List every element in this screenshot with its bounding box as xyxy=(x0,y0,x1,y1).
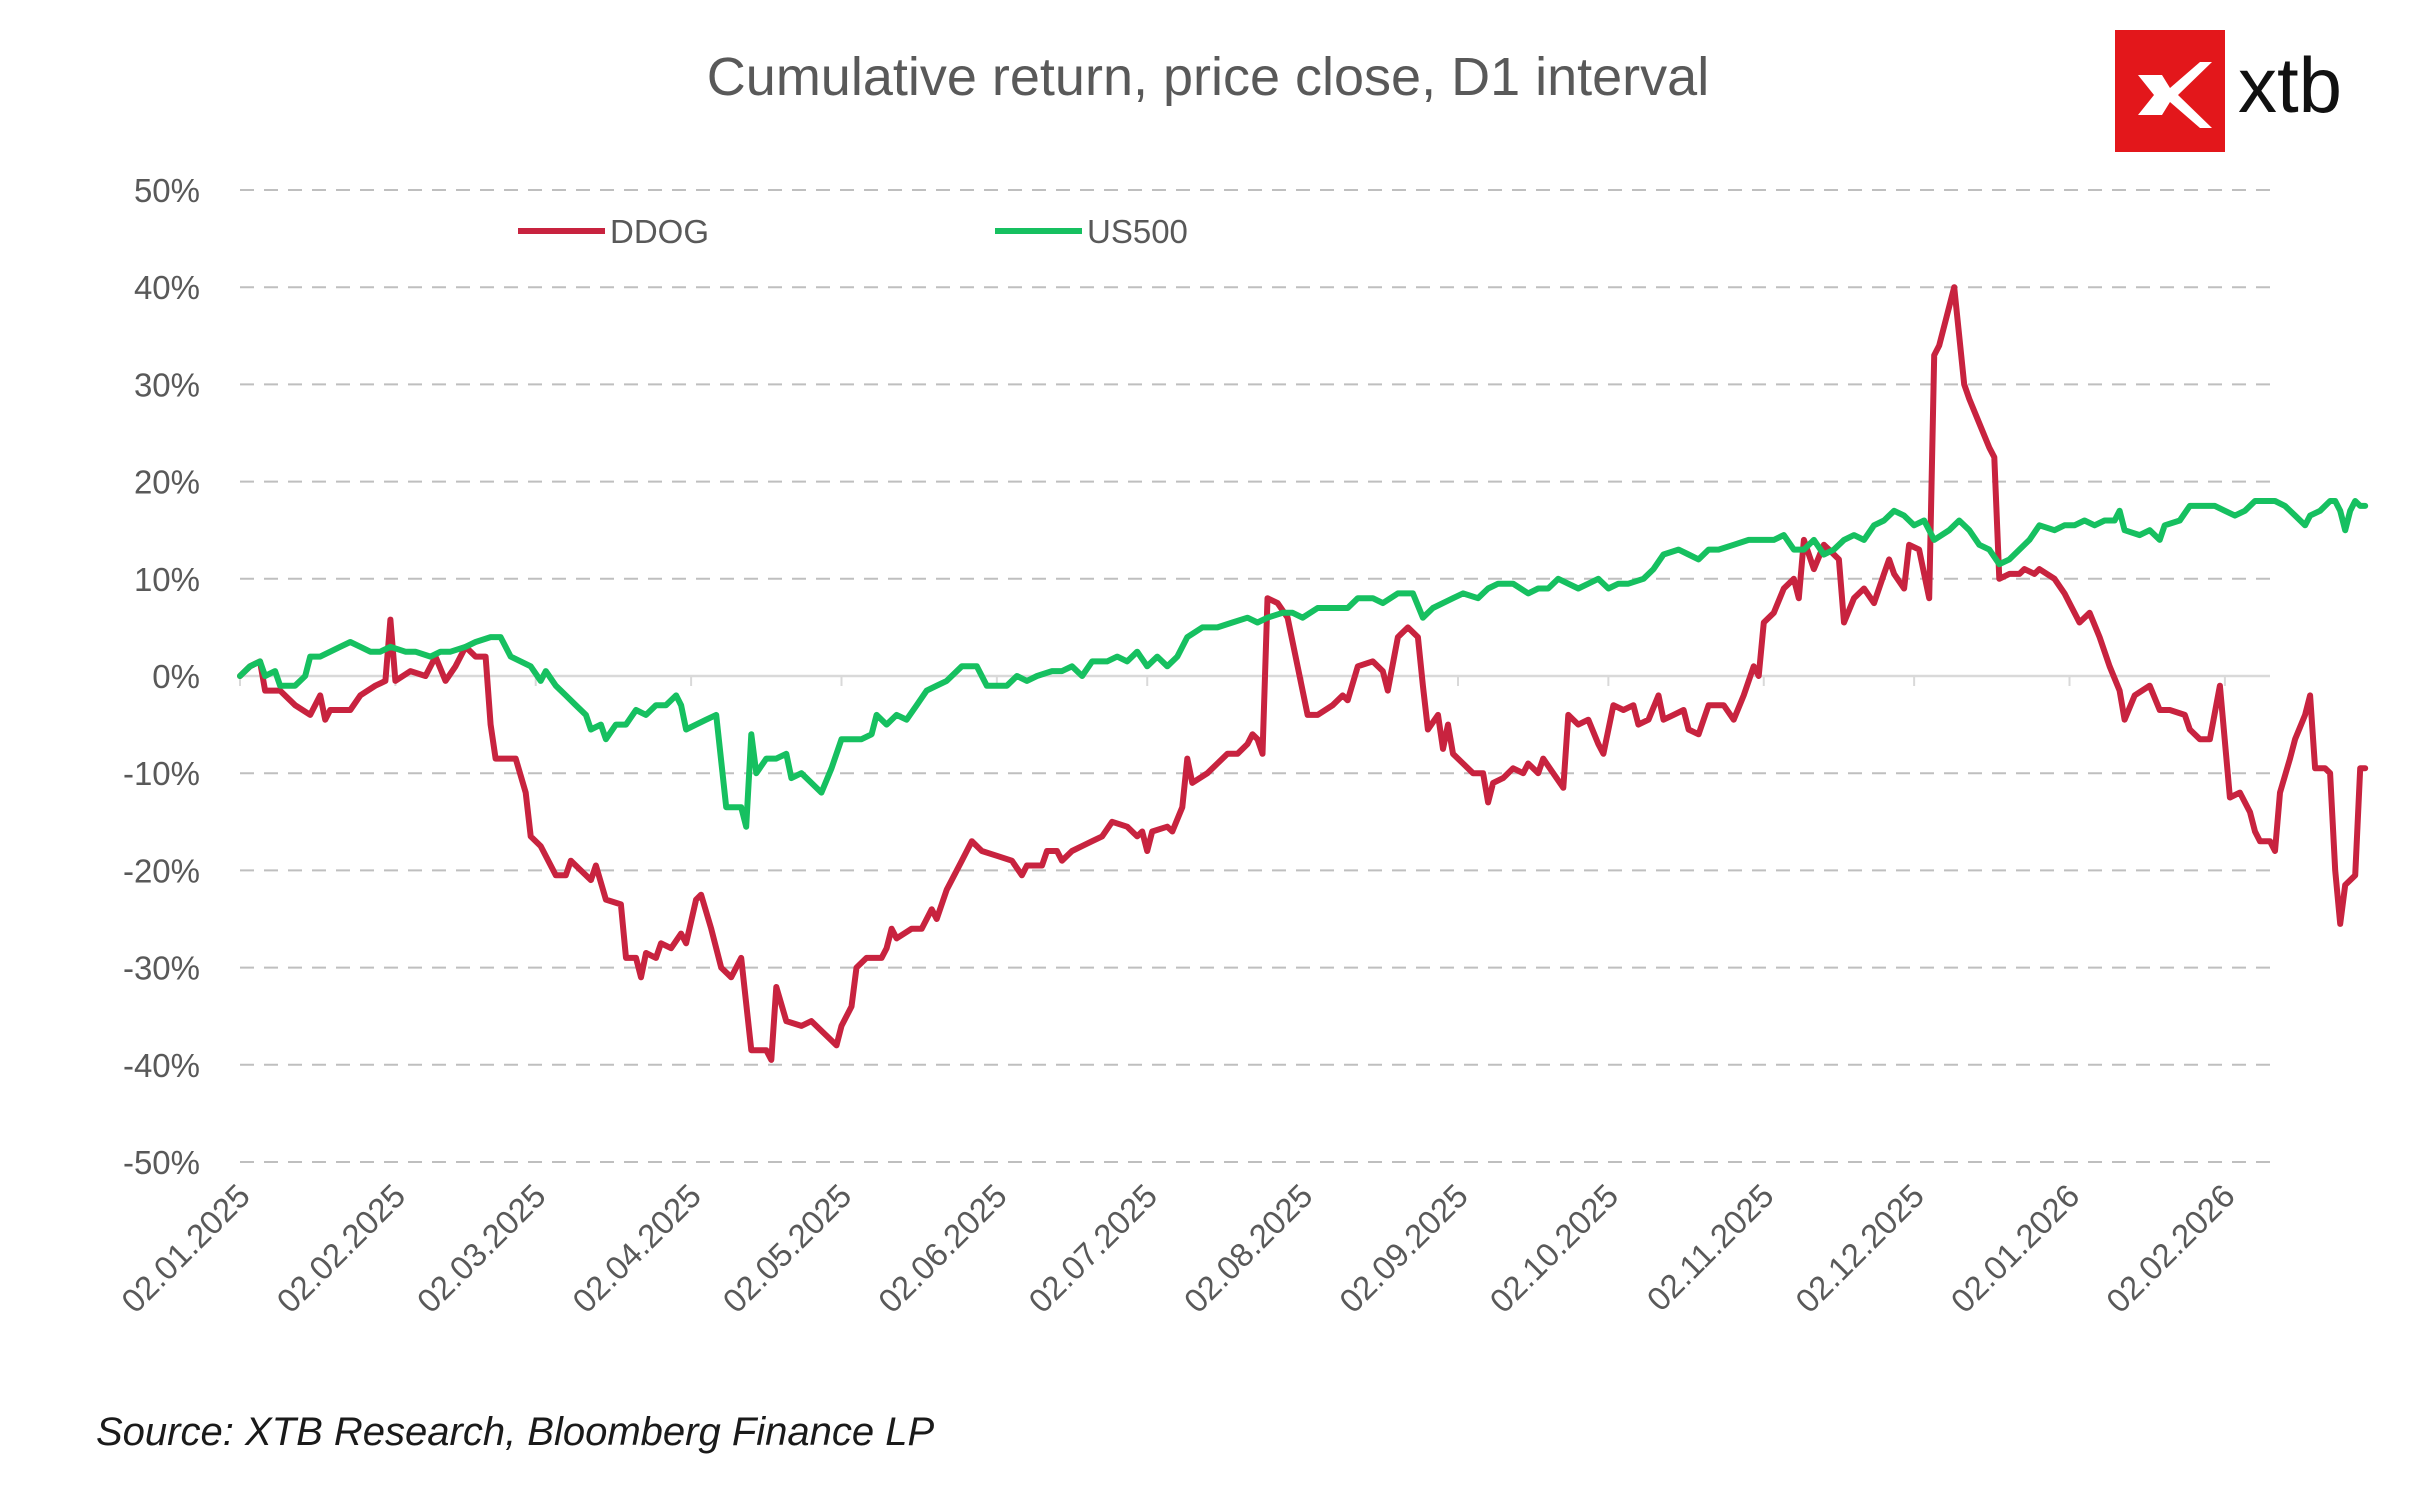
chart-title: Cumulative return, price close, D1 inter… xyxy=(707,47,1709,107)
y-tick-label: -30% xyxy=(123,950,200,987)
x-tick-label: 02.02.2025 xyxy=(269,1177,412,1320)
x-tick-label: 02.08.2025 xyxy=(1177,1177,1320,1320)
series-line-ddog xyxy=(237,284,2369,1063)
x-tick-label: 02.05.2025 xyxy=(715,1177,858,1320)
x-tick-label: 02.07.2025 xyxy=(1021,1177,1164,1320)
xtb-logo-text: xtb xyxy=(2238,41,2342,129)
y-tick-label: 0% xyxy=(152,658,200,695)
xtb-logo-x-icon xyxy=(2138,62,2212,128)
x-tick-label: 02.04.2025 xyxy=(565,1177,708,1320)
series-line-us500 xyxy=(237,498,2369,830)
x-tick-label: 02.09.2025 xyxy=(1332,1177,1475,1320)
x-tick-label: 02.02.2026 xyxy=(2099,1177,2242,1320)
source-note: Source: XTB Research, Bloomberg Finance … xyxy=(96,1410,935,1454)
x-tick-label: 02.01.2025 xyxy=(114,1177,257,1320)
legend-label-ddog: DDOG xyxy=(610,213,709,250)
y-tick-label: 10% xyxy=(134,561,200,598)
x-tick-label: 02.11.2025 xyxy=(1639,1177,1780,1318)
legend: DDOG US500 xyxy=(518,213,1188,250)
x-tick-label: 02.12.2025 xyxy=(1788,1177,1931,1320)
y-tick-label: -50% xyxy=(123,1144,200,1181)
y-axis-ticks: -50% -40% -30% -20% -10% 0% 10% 20% 30% 40% 50% xyxy=(123,172,200,1181)
y-tick-label: -40% xyxy=(123,1047,200,1084)
x-tick-label: 02.03.2025 xyxy=(410,1177,553,1320)
series-lines xyxy=(237,284,2369,1063)
y-tick-label: -20% xyxy=(123,852,200,889)
y-tick-label: 20% xyxy=(134,464,200,501)
y-tick-label: -10% xyxy=(123,755,200,792)
y-tick-label: 40% xyxy=(134,269,200,306)
x-tick-label: 02.01.2026 xyxy=(1943,1177,2086,1320)
y-tick-label: 50% xyxy=(134,172,200,209)
x-tick-label: 02.10.2025 xyxy=(1482,1177,1625,1320)
x-tick-label: 02.06.2025 xyxy=(871,1177,1014,1320)
y-tick-label: 30% xyxy=(134,366,200,403)
xtb-logo: xtb xyxy=(2115,30,2342,152)
legend-label-us500: US500 xyxy=(1087,213,1188,250)
